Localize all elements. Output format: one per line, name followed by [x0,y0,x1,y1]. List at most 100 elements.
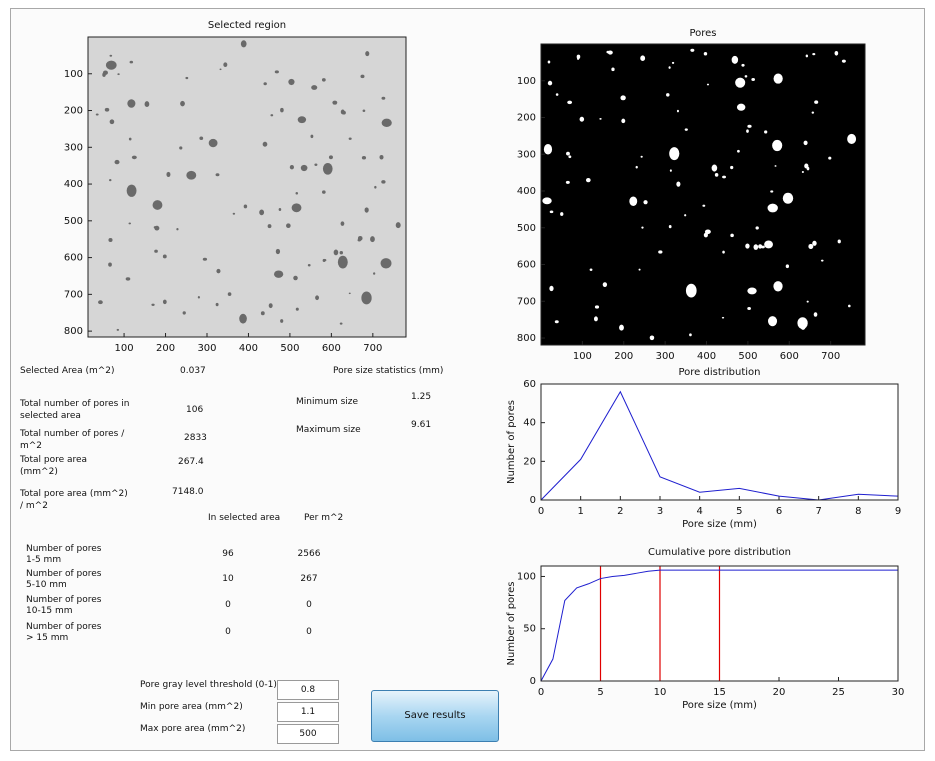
spot [340,109,345,115]
spot [668,66,671,69]
spot [348,137,352,140]
row-value: 267 [300,574,318,584]
spot [565,180,570,184]
spot [215,173,220,177]
spot [380,258,392,269]
value: 2833 [184,433,207,443]
spot [767,203,778,213]
input-field[interactable]: 0.8 [277,680,339,700]
spot [98,300,103,305]
line [540,569,898,682]
spot [259,209,265,216]
spot [567,100,573,105]
spot [128,222,132,225]
spot [260,311,265,316]
y-tick-label: 200 [517,113,536,124]
spot [263,82,267,86]
chart-title: Cumulative pore distribution [648,547,791,558]
spot [381,180,386,184]
row-range: 5-10 mm [26,580,67,590]
spot [666,93,670,97]
row-value: 0 [306,627,312,637]
spot [676,109,680,113]
table-header: Per m^2 [304,513,344,523]
spot [812,240,817,246]
spot [243,204,248,209]
spot [764,130,768,134]
spot [741,63,745,67]
x-tick-label: 600 [322,343,341,354]
x-tick-label: 10 [654,687,667,698]
spot [706,83,710,86]
label: Total number of pores / m^2 [20,429,125,451]
spot [549,210,554,214]
spot [105,60,117,70]
axes-bg [541,384,898,500]
row-value: 0 [306,600,312,610]
image [88,37,406,337]
image [541,44,865,345]
spot [658,250,663,254]
input-label: Min pore area (mm^2) [140,702,243,712]
x-tick-label: 4 [696,506,702,517]
x-tick-label: 100 [573,351,592,362]
x-tick-label: 300 [656,351,675,362]
value: 9.61 [411,420,432,430]
spot [208,138,218,148]
spot [806,166,810,171]
spot [314,163,318,166]
spot [223,62,228,68]
spot [841,59,846,63]
spot [297,116,307,124]
spot [219,68,222,71]
spot [333,249,339,256]
spot [722,250,725,254]
spot [348,292,351,295]
spot [834,50,839,56]
spot [322,190,326,194]
save-button[interactable]: Save results [371,690,499,742]
spot [273,270,284,278]
spot [185,76,189,80]
spot [270,114,274,117]
spot [730,233,734,238]
spot [199,136,204,140]
spot [770,190,774,193]
spot [547,60,551,64]
y-axis-label: Number of pores [506,582,517,666]
spot [182,311,186,315]
spot [274,70,279,74]
spot [154,225,160,231]
spot [280,107,284,113]
spot [747,307,751,310]
x-tick-label: 600 [780,351,799,362]
spot [751,78,755,81]
label: Total pore area (mm^2) / m^2 [20,489,128,511]
spot [280,319,284,323]
spot [108,237,113,242]
spot [820,259,824,262]
spot [323,259,327,262]
y-tick-label: 400 [517,186,536,197]
input-field[interactable]: 500 [277,724,339,744]
spot [395,222,401,229]
spot [800,323,806,330]
row-range: 1-5 mm [26,555,62,565]
spot [782,192,794,204]
x-tick-label: 15 [713,687,726,698]
y-tick-label: 600 [517,260,536,271]
spot [295,307,299,311]
axes-box [540,43,866,346]
x-tick-label: 400 [239,343,258,354]
spot [668,224,672,229]
spot [311,85,318,90]
spot [671,61,675,64]
spot [568,155,572,159]
chart-title: Pores [689,28,716,39]
spot [669,169,672,172]
input-field[interactable]: 1.1 [277,702,339,722]
spot [589,268,593,271]
spot [179,146,183,150]
x-tick-label: 200 [614,351,633,362]
